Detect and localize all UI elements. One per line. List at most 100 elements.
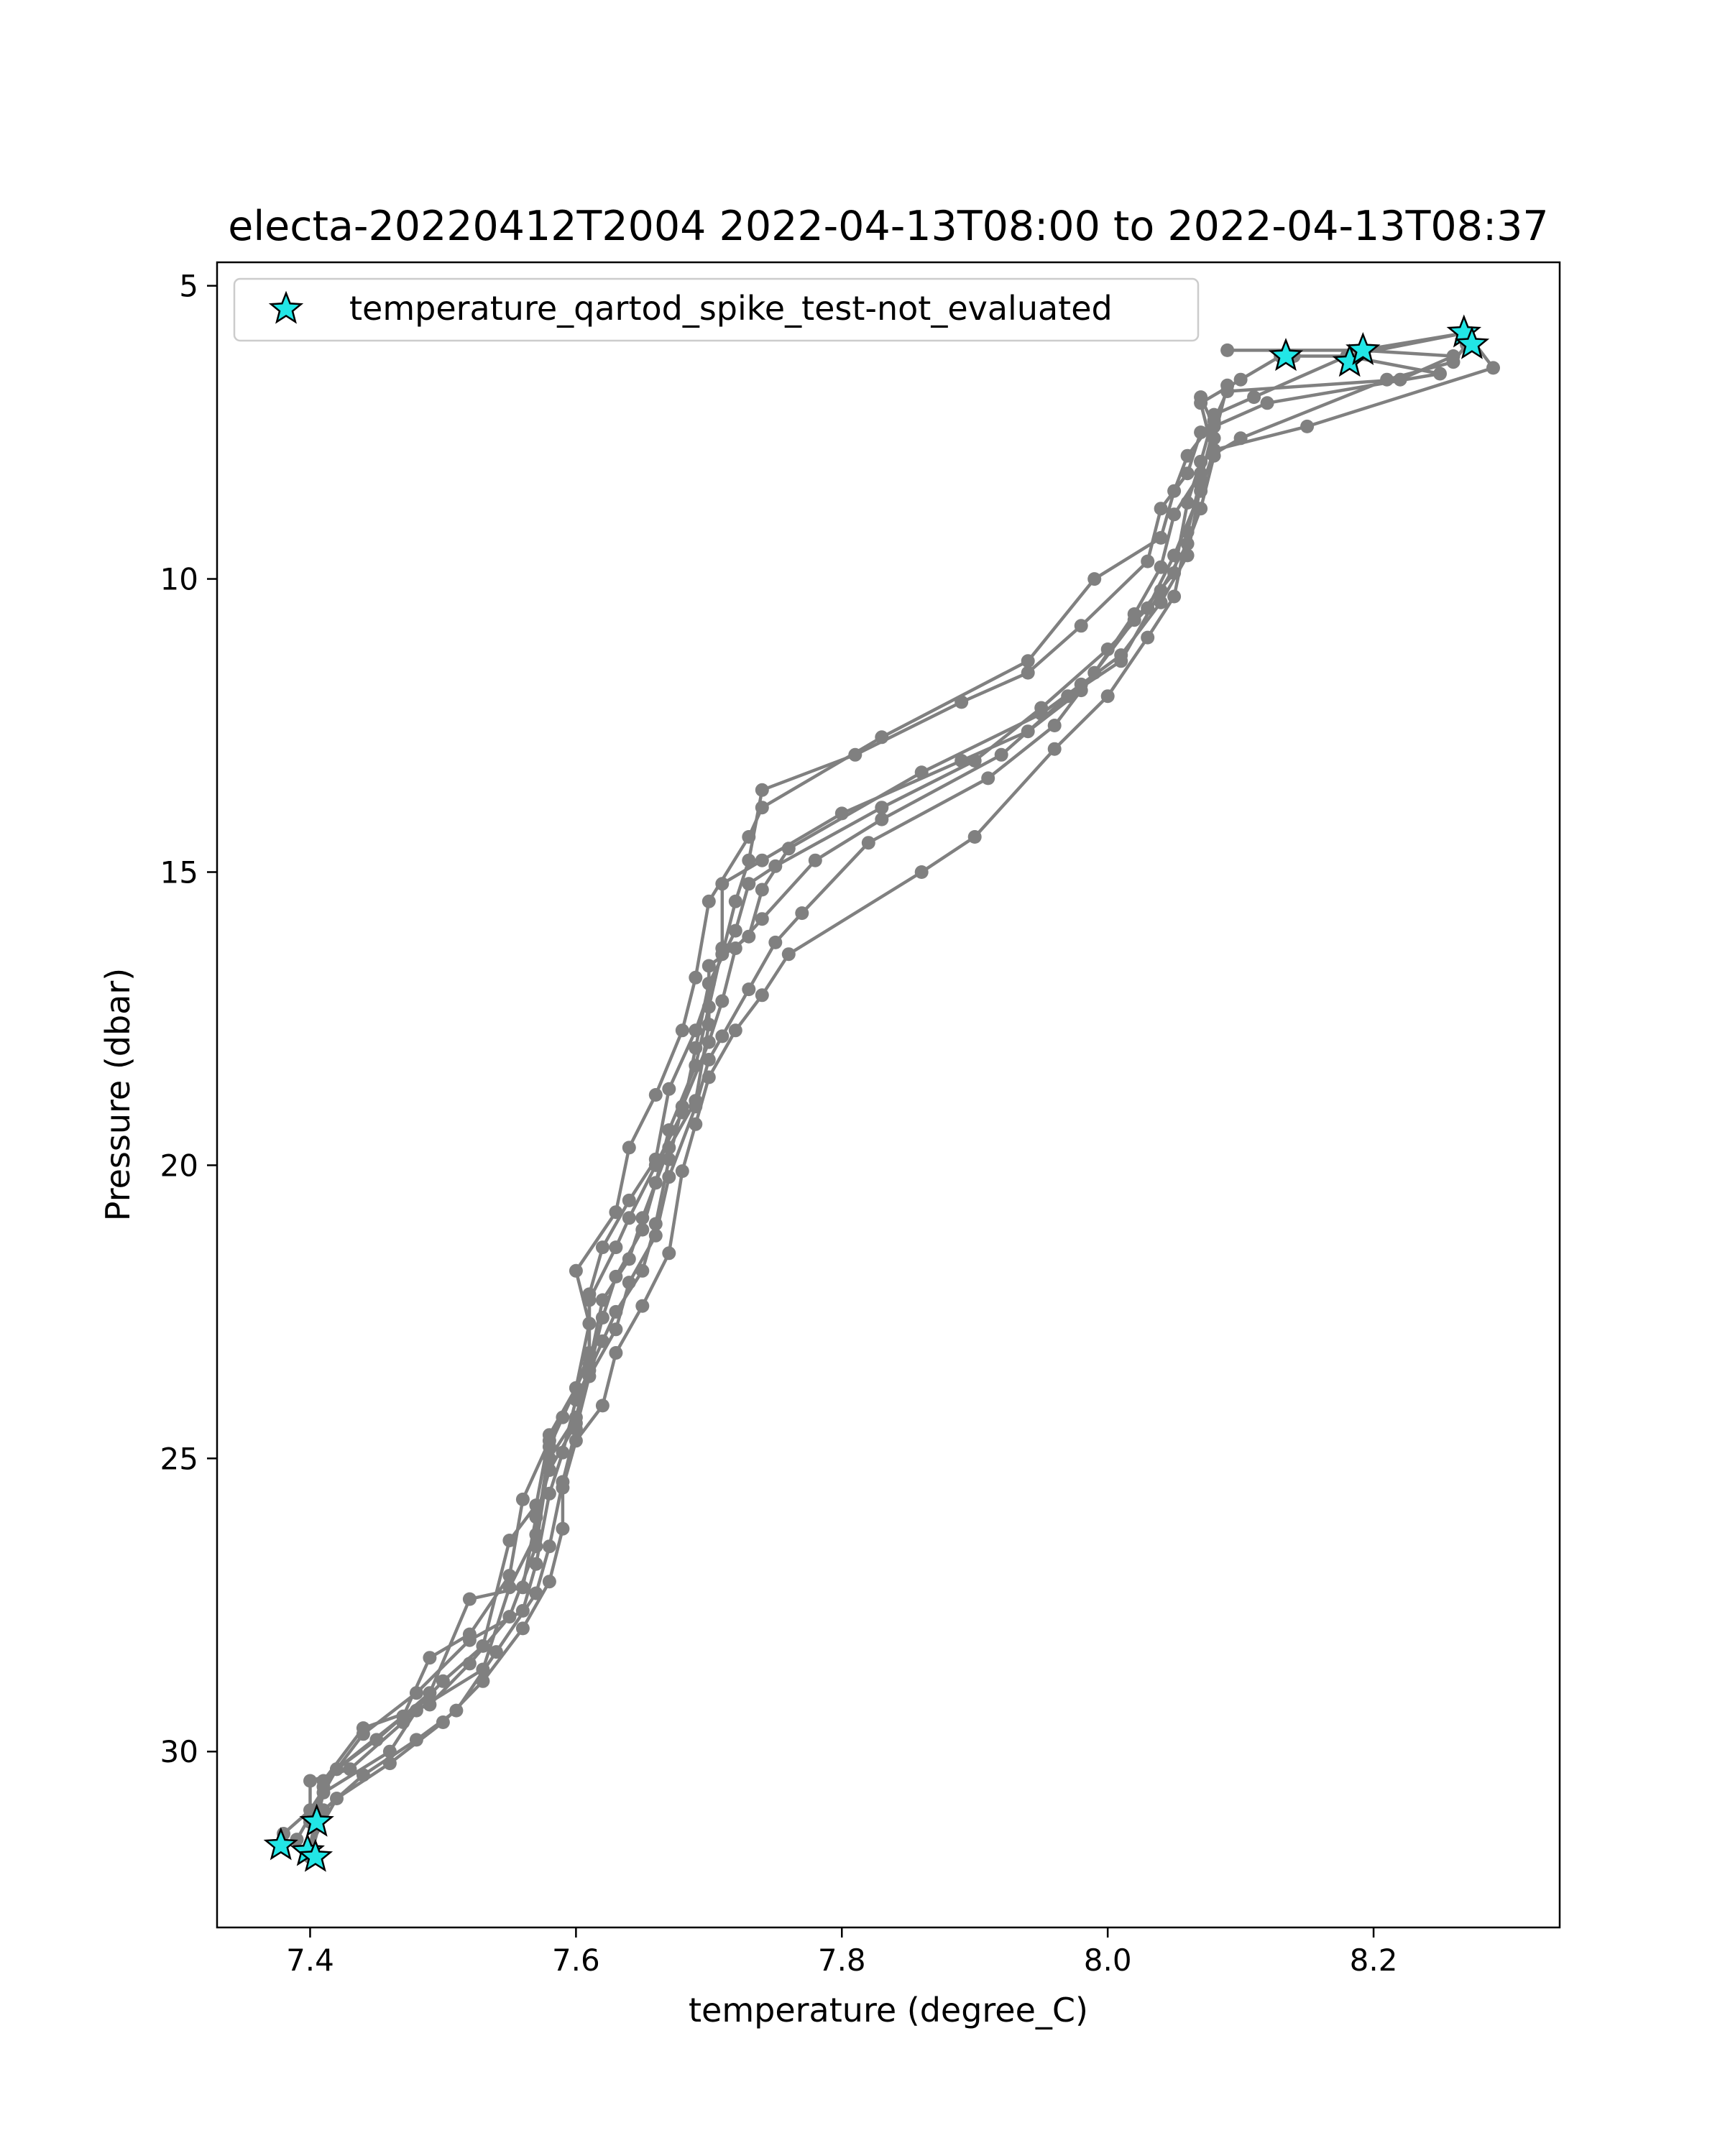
plot-area — [263, 314, 1500, 1872]
data-point — [675, 1100, 689, 1114]
x-axis: 7.4 7.6 7.8 8.0 8.2 — [286, 1927, 1397, 1978]
data-point — [569, 1393, 583, 1407]
data-point — [1154, 530, 1168, 545]
data-point — [662, 1082, 676, 1096]
data-point — [1300, 419, 1315, 433]
data-point — [954, 695, 969, 709]
x-axis-label: temperature (degree_C) — [689, 1991, 1088, 2030]
data-point — [1127, 607, 1141, 621]
data-point — [755, 912, 769, 926]
data-point — [861, 836, 875, 850]
data-point — [742, 853, 756, 867]
data-point — [1100, 689, 1115, 704]
data-point — [702, 1070, 716, 1084]
data-point — [1087, 572, 1102, 586]
data-point — [715, 877, 730, 891]
data-point — [689, 1117, 703, 1131]
data-point — [1061, 689, 1075, 704]
data-point — [369, 1733, 384, 1747]
data-point — [755, 988, 769, 1003]
star-marker — [298, 1838, 334, 1872]
star-marker — [1346, 331, 1381, 365]
data-point — [1021, 665, 1035, 680]
data-point — [781, 947, 796, 962]
data-point — [476, 1674, 490, 1688]
data-point — [1087, 665, 1102, 680]
data-point — [609, 1322, 623, 1337]
data-point — [728, 941, 742, 955]
x-tick-label: 8.0 — [1084, 1943, 1132, 1978]
data-point — [622, 1193, 636, 1207]
data-point — [462, 1592, 477, 1606]
data-point — [609, 1346, 623, 1360]
data-point — [330, 1792, 344, 1805]
data-point — [595, 1399, 610, 1413]
data-point — [1233, 431, 1248, 446]
data-point — [316, 1779, 331, 1794]
data-point — [1446, 355, 1460, 369]
legend: temperature_qartod_spike_test-not_evalua… — [233, 277, 1200, 342]
data-point — [542, 1439, 556, 1454]
data-point — [755, 883, 769, 897]
data-point — [556, 1410, 570, 1424]
data-point — [556, 1521, 570, 1536]
data-point — [702, 959, 716, 973]
data-point — [728, 923, 742, 938]
data-point — [715, 1029, 730, 1044]
axes-frame — [216, 261, 1561, 1929]
data-point — [542, 1575, 556, 1589]
data-point — [436, 1715, 450, 1729]
data-point — [1233, 372, 1248, 387]
data-point — [1220, 378, 1235, 392]
data-point — [635, 1299, 650, 1313]
data-point — [1260, 396, 1274, 410]
data-point — [556, 1445, 570, 1460]
legend-star-shape — [268, 290, 304, 324]
data-point — [702, 894, 716, 908]
data-point — [569, 1263, 583, 1278]
data-point — [622, 1211, 636, 1225]
data-point — [675, 1023, 689, 1038]
data-point — [1180, 525, 1195, 539]
data-point — [423, 1697, 437, 1712]
data-point — [556, 1480, 570, 1495]
x-tick-label: 7.8 — [818, 1943, 866, 1978]
data-point — [569, 1422, 583, 1436]
y-tick-label: 30 — [160, 1734, 198, 1769]
data-point — [875, 812, 889, 826]
data-point — [848, 747, 862, 762]
data-point — [595, 1240, 610, 1255]
data-point — [515, 1492, 530, 1506]
star-marker — [1454, 326, 1490, 359]
data-point — [1433, 367, 1447, 381]
data-point — [1154, 584, 1168, 598]
data-point — [662, 1170, 676, 1184]
profile-series-7 — [303, 390, 1221, 1853]
data-point — [622, 1141, 636, 1155]
data-point — [1047, 742, 1062, 756]
star-marker — [263, 1827, 298, 1861]
data-point — [542, 1486, 556, 1501]
data-point — [1167, 507, 1182, 522]
data-point — [423, 1651, 437, 1665]
data-point — [1114, 654, 1128, 668]
data-point — [595, 1293, 610, 1307]
data-point — [1180, 466, 1195, 481]
data-point — [1141, 554, 1155, 568]
data-point — [1486, 361, 1500, 375]
data-point — [1167, 589, 1182, 604]
data-point — [1154, 560, 1168, 574]
data-point — [1194, 502, 1208, 516]
data-point — [1380, 372, 1394, 387]
data-point — [702, 1035, 716, 1049]
data-point — [462, 1633, 477, 1647]
star-marker — [1268, 338, 1304, 372]
data-point — [728, 1023, 742, 1038]
spike-test-markers — [263, 314, 1490, 1872]
data-point — [1207, 419, 1221, 433]
data-point — [356, 1727, 370, 1741]
data-point — [542, 1451, 556, 1465]
data-point — [662, 1246, 676, 1261]
data-point — [648, 1228, 663, 1243]
